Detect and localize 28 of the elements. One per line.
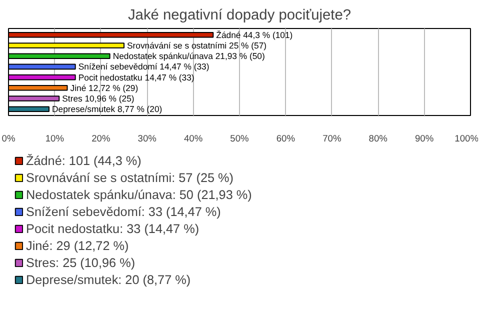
data-label: Jiné 12,72 % (29) (70, 82, 138, 93)
x-tick-label: 70% (322, 134, 342, 144)
x-tick-label: 60% (276, 134, 296, 144)
x-tick-label: 90% (414, 134, 434, 144)
legend-label: Žádné: 101 (44,3 %) (26, 152, 142, 169)
data-label: Snížení sebevědomí 14,47 % (33) (78, 62, 210, 72)
x-tick-label: 100% (454, 134, 478, 144)
data-label: Stres 10,96 % (25) (62, 94, 134, 104)
legend-label: Jiné: 29 (12,72 %) (26, 238, 129, 254)
legend-label: Srovnávání se s ostatními: 57 (25 %) (26, 170, 234, 186)
legend-label: Stres: 25 (10,96 %) (26, 254, 136, 271)
data-label: Deprese/smutek 8,77 % (20) (52, 104, 162, 114)
chart-title: Jaké negativní dopady pociťujete? (128, 8, 352, 24)
data-label: Nedostatek spánku/únava 21,93 % (50) (112, 51, 265, 62)
x-tick-label: 50% (230, 134, 249, 144)
x-tick-label: 30% (138, 134, 156, 144)
data-label: Žádné 44,3 % (101) (216, 30, 293, 40)
legend-label: Pocit nedostatku: 33 (14,47 %) (26, 220, 200, 237)
data-label: Srovnávání se s ostatními 25 % (57) (127, 40, 267, 50)
x-tick-label: 40% (184, 134, 203, 144)
x-tick-label: 20% (92, 134, 110, 144)
x-tick-label: 10% (45, 134, 64, 144)
legend-label: Nedostatek spánku/únava: 50 (21,93 %) (26, 186, 252, 203)
legend-label: Snížení sebevědomí: 33 (14,47 %) (26, 204, 221, 220)
data-label: Pocit nedostatku 14,47 % (33) (78, 72, 194, 82)
x-tick-label: 0% (2, 134, 16, 144)
x-tick-label: 80% (368, 134, 388, 144)
legend-label: Deprese/smutek: 20 (8,77 %) (26, 272, 191, 288)
